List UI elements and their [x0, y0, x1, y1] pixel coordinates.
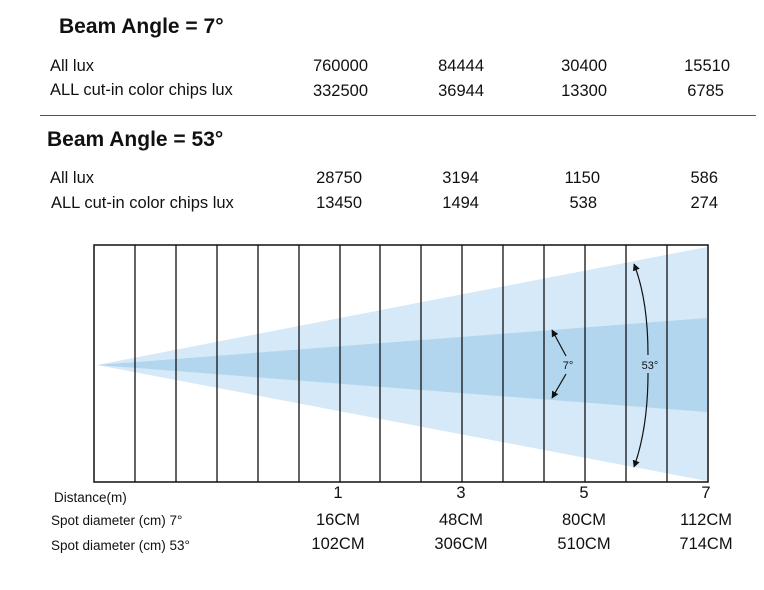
distance-value: 5 [579, 484, 589, 502]
distance-gridlines [134, 245, 668, 482]
lux-value: 274 [690, 194, 718, 212]
lux-value: 84444 [438, 57, 484, 75]
spot-53-value: 510CM [557, 535, 611, 553]
distance-value: 7 [701, 484, 711, 502]
spot-7-value: 16CM [315, 511, 360, 529]
lux-value: 36944 [438, 82, 484, 100]
spot-diameter-53-label: Spot diameter (cm) 53° [51, 538, 190, 553]
all-lux-label-53: All lux [50, 169, 95, 187]
distance-label: Distance(m) [54, 490, 127, 505]
spot-7-value: 80CM [561, 511, 606, 529]
section-divider [40, 115, 756, 116]
distance-value: 1 [333, 484, 343, 502]
lux-value: 15510 [684, 57, 730, 75]
angle-7-arrow-up [551, 329, 567, 357]
lux-value: 332500 [312, 82, 368, 100]
cut-in-lux-label-7: ALL cut-in color chips lux [50, 81, 233, 99]
cut-in-lux-label-53: ALL cut-in color chips lux [51, 194, 234, 212]
lux-value: 30400 [561, 57, 607, 75]
beam-7-cone [97, 318, 707, 412]
spot-53-value: 714CM [679, 535, 733, 553]
lux-value: 760000 [312, 57, 368, 75]
beam-angle-53-title: Beam Angle = 53° [47, 128, 224, 151]
spot-7-value: 112CM [680, 511, 732, 529]
lux-value: 3194 [442, 169, 479, 187]
angle-53-arrow-up [632, 263, 649, 356]
all-lux-label-7: All lux [50, 57, 95, 75]
lux-value: 28750 [316, 169, 362, 187]
lux-value: 586 [690, 169, 718, 187]
beam-angle-7-title: Beam Angle = 7° [59, 15, 224, 38]
angle-53-arrow-down [632, 372, 649, 468]
distance-value: 3 [456, 484, 466, 502]
lux-value: 538 [569, 194, 597, 212]
lux-value: 1494 [442, 194, 479, 212]
angle-53-label: 53° [642, 360, 659, 372]
lux-value: 13300 [561, 82, 607, 100]
lux-value: 1150 [564, 169, 600, 187]
spot-diameter-7-label: Spot diameter (cm) 7° [51, 513, 183, 528]
spot-7-value: 48CM [438, 511, 483, 529]
angle-7-arrow-down [551, 373, 567, 399]
angle-7-label: 7° [563, 360, 574, 372]
spot-53-value: 102CM [311, 535, 365, 553]
lux-value: 6785 [687, 82, 724, 100]
lux-value: 13450 [316, 194, 362, 212]
spot-53-value: 306CM [434, 535, 488, 553]
diagram-frame [93, 244, 709, 483]
